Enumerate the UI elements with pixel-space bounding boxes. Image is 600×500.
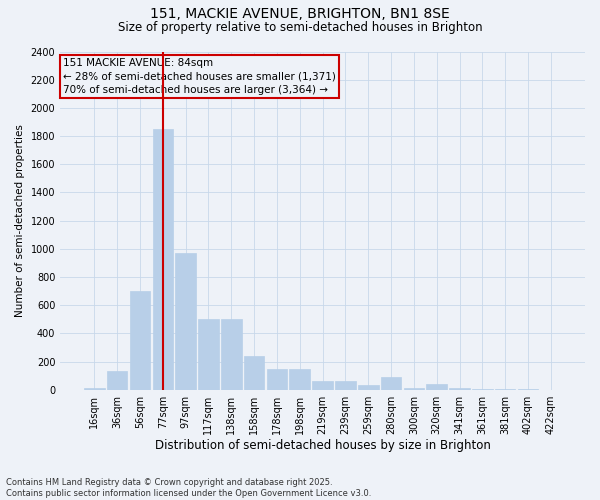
Bar bbox=[221, 319, 242, 390]
Bar bbox=[289, 368, 310, 390]
X-axis label: Distribution of semi-detached houses by size in Brighton: Distribution of semi-detached houses by … bbox=[155, 440, 491, 452]
Bar bbox=[244, 356, 265, 390]
Bar bbox=[472, 389, 493, 390]
Bar bbox=[381, 377, 401, 390]
Bar bbox=[130, 291, 150, 390]
Bar bbox=[404, 388, 424, 390]
Y-axis label: Number of semi-detached properties: Number of semi-detached properties bbox=[15, 124, 25, 317]
Bar bbox=[84, 388, 104, 390]
Bar bbox=[313, 382, 333, 390]
Bar bbox=[198, 319, 219, 390]
Bar bbox=[266, 368, 287, 390]
Bar bbox=[175, 253, 196, 390]
Bar bbox=[335, 382, 356, 390]
Text: 151 MACKIE AVENUE: 84sqm
← 28% of semi-detached houses are smaller (1,371)
70% o: 151 MACKIE AVENUE: 84sqm ← 28% of semi-d… bbox=[63, 58, 335, 94]
Bar bbox=[358, 385, 379, 390]
Bar bbox=[152, 129, 173, 390]
Text: Contains HM Land Registry data © Crown copyright and database right 2025.
Contai: Contains HM Land Registry data © Crown c… bbox=[6, 478, 371, 498]
Bar bbox=[449, 388, 470, 390]
Bar bbox=[107, 372, 127, 390]
Text: 151, MACKIE AVENUE, BRIGHTON, BN1 8SE: 151, MACKIE AVENUE, BRIGHTON, BN1 8SE bbox=[150, 8, 450, 22]
Text: Size of property relative to semi-detached houses in Brighton: Size of property relative to semi-detach… bbox=[118, 21, 482, 34]
Bar bbox=[427, 384, 447, 390]
Bar bbox=[495, 389, 515, 390]
